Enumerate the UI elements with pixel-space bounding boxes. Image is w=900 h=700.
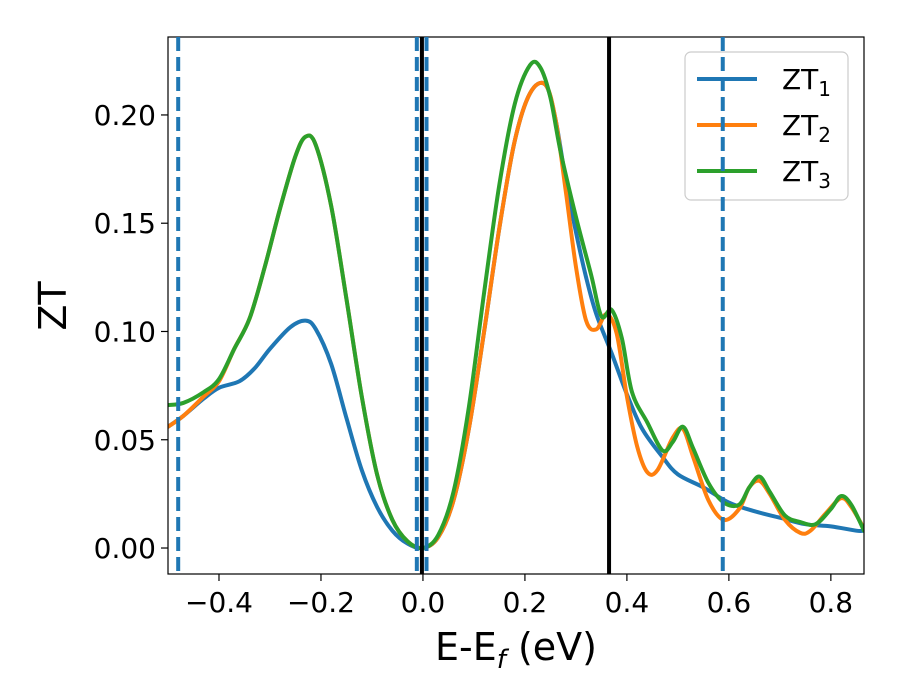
x-axis-ticks: −0.4 −0.2 0.0 0.2 0.4 0.6 0.8 [185,574,853,619]
x-tick-label: 0.0 [401,586,446,619]
y-tick-label: 0.20 [94,99,156,132]
x-tick-label: 0.4 [605,586,650,619]
y-tick-label: 0.00 [94,532,156,565]
legend: ZT1 ZT2 ZT3 [684,51,849,201]
series-layer [168,59,864,551]
reference-lines [176,37,725,574]
y-tick-label: 0.05 [94,424,156,457]
y-tick-label: 0.10 [94,315,156,348]
y-tick-label: 0.15 [94,207,156,240]
x-tick-label: 0.6 [707,586,752,619]
legend-box [684,51,849,201]
legend-label-zt1: ZT1 [782,63,831,101]
legend-label-zt2: ZT2 [782,109,831,147]
plot-frame [167,36,865,575]
x-tick-label: −0.4 [185,586,253,619]
y-axis-label: ZT [31,281,75,331]
y-axis-ticks: 0.00 0.05 0.10 0.15 0.20 [94,99,168,565]
series-line-zt3 [168,59,864,551]
x-axis-label: E-Ef (eV) [435,625,597,675]
x-tick-label: 0.8 [809,586,854,619]
legend-label-zt3: ZT3 [782,155,831,193]
x-tick-label: −0.2 [287,586,355,619]
x-tick-label: 0.2 [503,586,548,619]
